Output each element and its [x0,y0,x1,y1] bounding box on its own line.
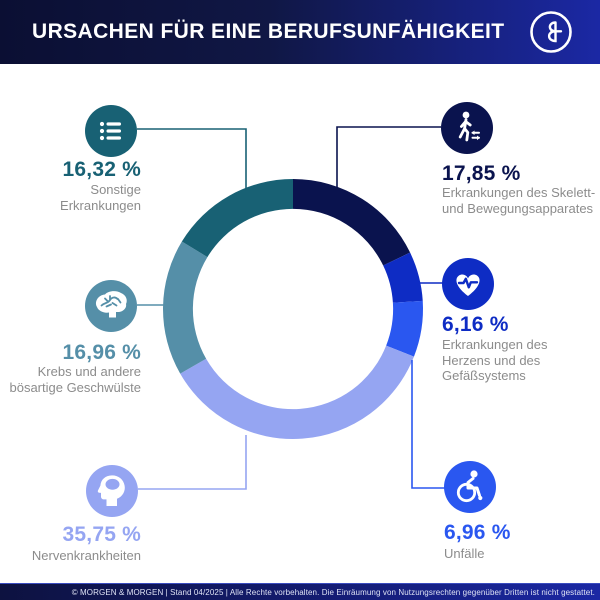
copyright-text: © MORGEN & MORGEN | Stand 04/2025 | Alle… [71,587,595,597]
connector-skelett [336,126,441,189]
donut-segment-sonstige [181,179,293,258]
donut-segment-skelett [293,179,411,266]
donut-segment-herz [383,252,423,303]
callout-value: 35,75 % [62,523,141,546]
head-profile-icon [86,465,138,517]
footer-bar: © MORGEN & MORGEN | Stand 04/2025 | Alle… [0,583,600,600]
header-bar: URSACHEN FÜR EINE BERUFSUNFÄHIGKEIT [0,0,600,64]
callout-label: Unfälle [444,546,485,561]
connector-unfaelle [411,360,445,489]
callout-value: 6,16 % [442,313,509,336]
donut-segment-krebs [163,241,208,374]
callout-value: 16,96 % [62,341,141,364]
connector-sonstige [137,128,247,191]
callout-label: Krebs und andere bösartige Geschwülste [9,364,141,395]
donut-segment-unfaelle [386,300,424,357]
donut-segment-nerven [180,345,414,439]
list-icon [85,105,137,157]
callout-label: Nervenkrankheiten [31,548,141,563]
page-title: URSACHEN FÜR EINE BERUFSUNFÄHIGKEIT [32,20,505,43]
heartbeat-icon [442,258,494,310]
callout-label: Erkrankungen des Herzens und des Gefäßsy… [442,337,548,383]
callout-value: 17,85 % [442,162,521,185]
walking-person-icon [441,102,493,154]
callout-value: 6,96 % [444,521,511,544]
callout-label: Sonstige Erkrankungen [60,182,141,213]
brand-logo-icon [530,11,572,53]
wheelchair-icon [444,461,496,513]
brain-icon [85,280,137,332]
connector-nerven [138,435,247,490]
callout-label: Erkrankungen des Skelett- und Bewegungsa… [442,185,596,216]
callout-value: 16,32 % [62,158,141,181]
